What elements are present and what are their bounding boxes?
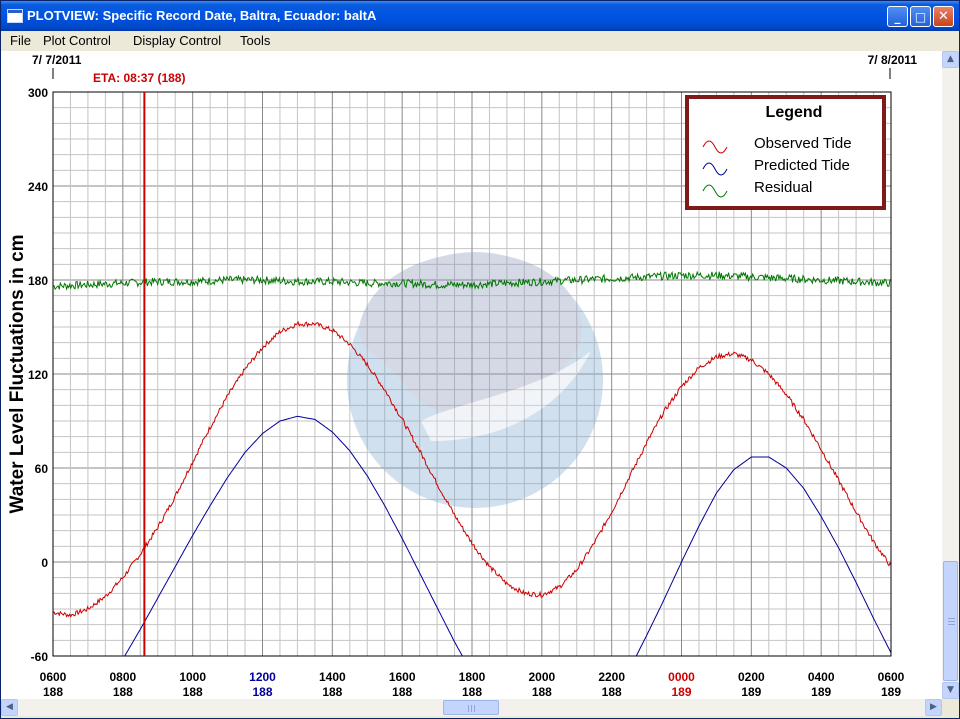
x-tick-time-label: 0600 — [878, 670, 905, 684]
x-tick-day-label: 189 — [811, 685, 831, 699]
observed-tide-legend-icon — [702, 140, 728, 154]
title-bar[interactable]: PLOTVIEW: Specific Record Date, Baltra, … — [1, 1, 959, 31]
watermark-bird — [359, 253, 582, 420]
noaa-logo-watermark — [347, 252, 603, 508]
legend-observed-label: Observed Tide — [754, 135, 852, 152]
residual-legend-icon — [702, 184, 728, 198]
scroll-up-button[interactable]: ▲ — [942, 51, 959, 68]
vertical-scrollbar[interactable]: ▲ ▼ — [942, 51, 959, 699]
x-tick-day-label: 189 — [741, 685, 761, 699]
x-tick-time-label: 0200 — [738, 670, 765, 684]
y-axis-title: Water Level Fluctuations in cm — [7, 234, 28, 513]
y-tick-label: 240 — [28, 180, 48, 194]
y-tick-labels: 300 240 180 120 60 0 -60 — [28, 86, 48, 664]
scroll-right-button[interactable]: ▶ — [925, 699, 942, 716]
horizontal-scroll-thumb[interactable] — [443, 700, 499, 715]
x-tick-labels: 0600188080018810001881200188140018816001… — [40, 670, 905, 699]
minimize-button[interactable]: _ — [887, 6, 908, 27]
start-date-label: 7/ 7/2011 — [32, 53, 82, 67]
x-tick-time-label: 0000 — [668, 670, 695, 684]
eta-label: ETA: 08:37 (188) — [93, 71, 185, 85]
predicted-tide-series-line — [124, 415, 891, 656]
x-tick-day-label: 188 — [532, 685, 552, 699]
x-tick-time-label: 1000 — [179, 670, 206, 684]
x-tick-time-label: 1800 — [459, 670, 486, 684]
legend-residual-label: Residual — [754, 179, 812, 196]
x-tick-time-label: 1200 — [249, 670, 276, 684]
vertical-scroll-thumb[interactable] — [943, 561, 958, 681]
x-tick-time-label: 2000 — [528, 670, 555, 684]
maximize-button[interactable]: □ — [910, 6, 931, 27]
menu-tools[interactable]: Tools — [240, 33, 271, 48]
y-tick-label: 0 — [41, 556, 48, 570]
x-tick-day-label: 188 — [183, 685, 203, 699]
close-button[interactable]: ✕ — [933, 6, 954, 27]
menu-bar: File Plot Control Display Control Tools — [1, 31, 959, 52]
plot-area: ETA: 08:37 (188) 7/ 7/2011 7/ 8/2011 Wat… — [1, 51, 942, 699]
x-tick-time-label: 1600 — [389, 670, 416, 684]
tide-plot: ETA: 08:37 (188) 7/ 7/2011 7/ 8/2011 Wat… — [7, 53, 918, 699]
x-tick-day-label: 188 — [43, 685, 63, 699]
watermark-circle — [347, 252, 603, 508]
legend-title: Legend — [766, 104, 823, 121]
x-tick-day-label: 188 — [602, 685, 622, 699]
x-tick-time-label: 0800 — [109, 670, 136, 684]
scrollbar-corner — [942, 699, 959, 716]
watermark-wing — [421, 351, 591, 441]
x-tick-day-label: 189 — [671, 685, 691, 699]
y-tick-label: 300 — [28, 86, 48, 100]
scroll-down-button[interactable]: ▼ — [942, 682, 959, 699]
x-tick-day-label: 188 — [462, 685, 482, 699]
menu-display-control[interactable]: Display Control — [133, 33, 222, 48]
x-tick-time-label: 0600 — [40, 670, 67, 684]
end-date-label: 7/ 8/2011 — [868, 53, 918, 67]
predicted-tide-legend-icon — [702, 162, 728, 176]
y-tick-label: 60 — [35, 462, 49, 476]
scroll-left-button[interactable]: ◀ — [1, 699, 18, 716]
x-tick-time-label: 2200 — [598, 670, 625, 684]
menu-plot-control[interactable]: Plot Control — [43, 33, 111, 48]
x-tick-day-label: 188 — [252, 685, 272, 699]
x-tick-day-label: 188 — [113, 685, 133, 699]
x-tick-day-label: 188 — [322, 685, 342, 699]
x-tick-day-label: 188 — [392, 685, 412, 699]
app-window-icon — [7, 9, 23, 23]
menu-file[interactable]: File — [10, 33, 31, 48]
window-title: PLOTVIEW: Specific Record Date, Baltra, … — [27, 8, 377, 23]
legend: Legend Observed Tide Predicted Tide Resi… — [685, 95, 886, 210]
y-tick-label: 180 — [28, 274, 48, 288]
x-tick-time-label: 0400 — [808, 670, 835, 684]
y-tick-label: -60 — [31, 650, 49, 664]
y-tick-label: 120 — [28, 368, 48, 382]
legend-predicted-label: Predicted Tide — [754, 157, 850, 174]
plot-frame — [52, 91, 892, 657]
residual-series-line — [53, 270, 891, 291]
horizontal-scrollbar[interactable]: ◀ ▶ — [1, 699, 942, 716]
x-tick-day-label: 189 — [881, 685, 901, 699]
x-tick-time-label: 1400 — [319, 670, 346, 684]
observed-tide-series-line — [53, 320, 891, 618]
